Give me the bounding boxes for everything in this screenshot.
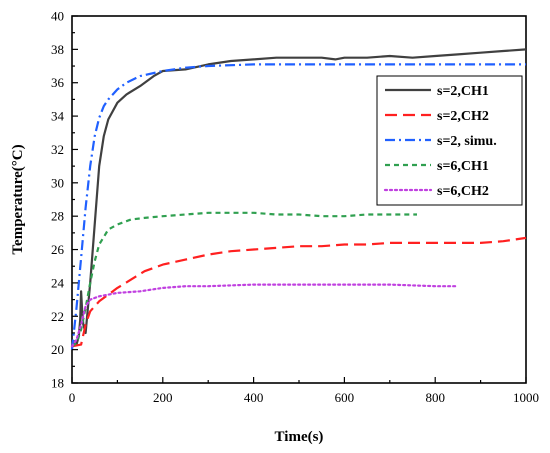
y-tick-label: 34 [51,109,65,124]
legend-label: s=2,CH1 [437,84,489,99]
y-tick-label: 38 [51,42,64,57]
legend-label: s=2,CH2 [437,109,489,124]
y-tick-label: 32 [51,142,64,157]
x-axis-title: Time(s) [275,429,324,445]
series-line-2 [71,236,527,348]
x-axis: 0 200 400 600 800 1000 [69,377,539,405]
y-axis: 18 20 22 24 26 28 30 32 34 36 38 40 [51,9,78,391]
legend-label: s=6,CH2 [437,184,489,199]
x-tick-label: 800 [425,390,445,405]
series-line-3 [70,63,526,350]
x-tick-label: 600 [335,390,355,405]
x-tick-label: 400 [244,390,264,405]
y-tick-label: 36 [51,75,65,90]
x-tick-label: 200 [153,390,173,405]
x-tick-label: 0 [69,390,76,405]
y-tick-label: 26 [51,242,65,257]
y-tick-label: 22 [51,309,64,324]
y-tick-label: 30 [51,175,64,190]
y-tick-label: 20 [51,342,64,357]
series-layer [70,48,527,350]
series-line-5 [70,283,459,348]
y-tick-label: 18 [51,376,64,391]
legend-box [376,75,523,206]
legend-label: s=6,CH1 [437,159,489,174]
y-tick-label: 24 [51,275,65,290]
series-line-1 [71,48,527,347]
y-tick-label: 40 [51,9,64,24]
y-tick-label: 28 [51,209,64,224]
x-tick-label: 1000 [513,390,539,405]
y-axis-title: Temperature(°C) [10,144,26,254]
legend: s=2,CH1 s=2,CH2 s=2, simu. s=6,CH1 s=6,CH2 [376,75,523,206]
legend-label: s=2, simu. [437,134,497,149]
series-line-4 [71,211,417,348]
